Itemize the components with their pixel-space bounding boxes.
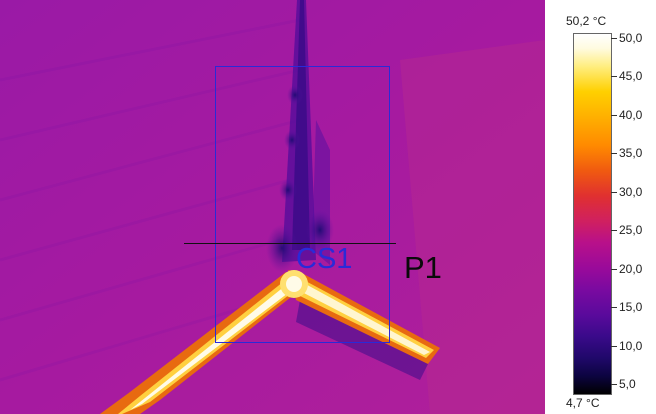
scale-tick <box>611 230 617 231</box>
scale-tick-label: 50,0 <box>619 31 643 45</box>
scale-tick <box>611 192 617 193</box>
color-scale-bar <box>573 33 612 395</box>
cold-spot <box>266 224 298 272</box>
scale-tick-label: 10,0 <box>619 339 643 353</box>
scale-min-label: 4,7 °C <box>566 396 600 410</box>
background-surface <box>0 0 545 414</box>
measurement-box-cs1[interactable] <box>215 66 390 343</box>
hot-pipe <box>100 270 440 414</box>
scale-tick <box>611 269 617 270</box>
thermal-image-svg <box>0 0 545 414</box>
scale-tick <box>611 346 617 347</box>
box-label-cs1: CS1 <box>296 243 353 275</box>
scale-max-label: 50,2 °C <box>566 14 607 28</box>
scale-tick-label: 40,0 <box>619 108 643 122</box>
warm-patch <box>400 40 545 414</box>
cold-spot <box>306 210 334 250</box>
scale-tick <box>611 307 617 308</box>
scale-tick <box>611 384 617 385</box>
scale-tick-label: 45,0 <box>619 69 643 83</box>
scale-tick-label: 35,0 <box>619 146 643 160</box>
scale-tick-label: 25,0 <box>619 223 643 237</box>
scale-tick-label: 30,0 <box>619 185 643 199</box>
temperature-scale-panel: 50,2 °C 50,0 45,0 40,0 35,0 30,0 25,0 20,0 15,0… <box>545 0 656 414</box>
cold-spot <box>287 85 303 105</box>
scale-tick <box>611 153 617 154</box>
scale-tick <box>611 38 617 39</box>
scale-tick-label: 15,0 <box>619 300 643 314</box>
scale-tick-label: 5,0 <box>619 377 636 391</box>
cold-spot <box>279 179 297 201</box>
line-label-p1: P1 <box>404 250 442 285</box>
scale-tick <box>611 76 617 77</box>
pipe-shadow <box>296 300 430 380</box>
thermal-image: CS1 P1 <box>0 0 545 414</box>
scale-tick <box>611 115 617 116</box>
cold-spot <box>284 130 300 150</box>
surface-streaks <box>0 18 301 382</box>
scale-tick-label: 20,0 <box>619 262 643 276</box>
